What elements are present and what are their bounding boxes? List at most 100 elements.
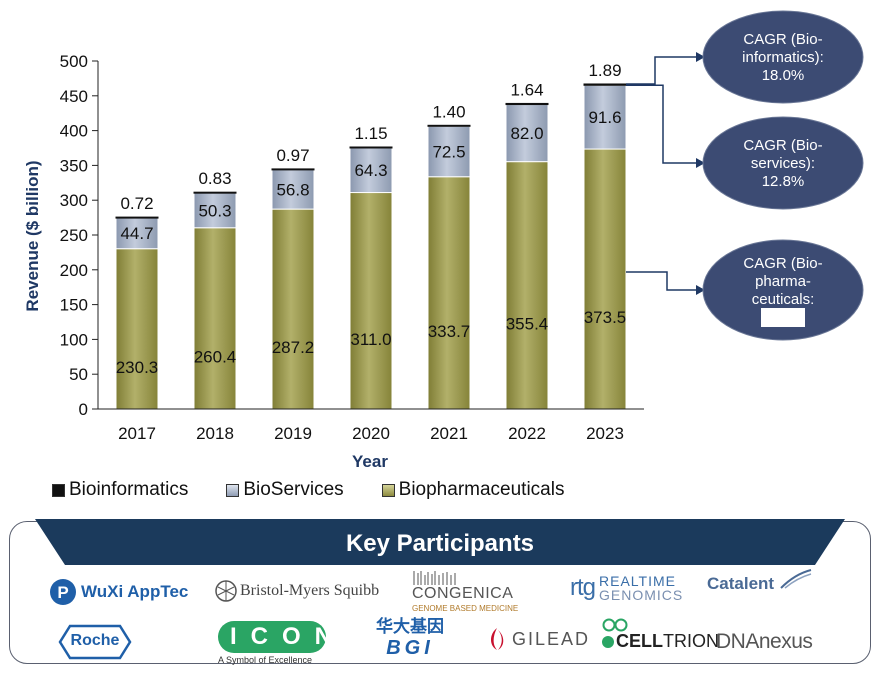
value-label-bioinformatics: 0.72 xyxy=(120,194,153,213)
y-tick-label: 200 xyxy=(60,261,88,280)
cagr-bioinformatics-connector xyxy=(626,56,699,85)
bms-text: Bristol-Myers Squibb xyxy=(240,582,380,599)
gilead-text: GILEAD xyxy=(512,628,591,649)
cagr-bioinformatics-text: 18.0% xyxy=(762,67,805,84)
y-tick-label: 400 xyxy=(60,122,88,141)
cagr-bioservices-bubble xyxy=(702,116,864,210)
icon-tagline: A Symbol of Excellence xyxy=(218,655,313,665)
cagr-biopharmaceuticals-connector xyxy=(626,271,699,291)
wuxi-text: WuXi AppTec xyxy=(81,582,189,601)
bar-biopharmaceuticals-2023 xyxy=(583,148,627,410)
logo-wuxi-apptec: P WuXi AppTec xyxy=(48,577,188,607)
y-axis: 0 50 100 150 200 250 300 350 400 450 500 xyxy=(60,52,99,419)
bar-bioinformatics-2019 xyxy=(271,168,315,171)
celltrion-mark-icon xyxy=(602,618,628,632)
bar-bioinformatics-2022 xyxy=(505,102,549,106)
x-tick-label: 2022 xyxy=(508,424,546,443)
logo-catalent: Catalent xyxy=(707,569,812,594)
value-label-biopharmaceuticals: 260.4 xyxy=(194,347,237,366)
legend-label-bioservices: BioServices xyxy=(243,479,344,500)
bar-bioinformatics-2017 xyxy=(115,216,159,219)
legend-label-bioinformatics: Bioinformatics xyxy=(69,479,189,500)
dnanexus-text: DNAnexus xyxy=(716,630,813,653)
value-label-bioinformatics: 0.83 xyxy=(198,169,231,188)
cagr-bioservices-text: CAGR (Bio- xyxy=(743,137,822,154)
bar-biopharmaceuticals-2020 xyxy=(349,192,393,410)
legend-item-bioservices: BioServices xyxy=(226,479,344,501)
y-tick-label: 150 xyxy=(60,296,88,315)
value-label-biopharmaceuticals: 355.4 xyxy=(506,314,549,333)
value-label-bioservices: 64.3 xyxy=(354,161,387,180)
bgi-chinese-text: 华大基因 xyxy=(376,617,444,636)
key-participants-title: Key Participants xyxy=(345,530,535,557)
cagr-bioinformatics-text: CAGR (Bio- xyxy=(743,31,822,48)
y-tick-label: 300 xyxy=(60,191,88,210)
x-axis: 2017 2018 2019 2020 2021 2022 2023 xyxy=(98,408,644,443)
y-tick-label: 100 xyxy=(60,330,88,349)
cagr-callouts: CAGR (Bio-informatics):18.0% CAGR (Bio-se… xyxy=(626,10,864,341)
x-tick-label: 2017 xyxy=(118,424,156,443)
celltrion-wordmark: CELL TRION xyxy=(602,631,719,652)
legend-swatch-bioservices xyxy=(226,483,240,497)
y-tick-label: 50 xyxy=(69,365,88,384)
wuxi-mark-icon: P xyxy=(50,579,76,605)
catalent-swoosh-icon xyxy=(780,569,812,589)
congenica-text: CONGENICA xyxy=(412,585,514,602)
bms-mark-icon xyxy=(215,580,237,602)
roche-hexagon-icon xyxy=(58,624,132,660)
value-label-bioinformatics: 0.97 xyxy=(276,146,309,165)
celltrion-dot-icon xyxy=(602,635,614,648)
cagr-bioinformatics-text: informatics): xyxy=(742,49,824,66)
cagr-bioservices-text: 12.8% xyxy=(762,173,805,190)
logo-bgi: 华大基因 BGI xyxy=(376,617,444,659)
cagr-biopharmaceuticals-text: ceuticals: xyxy=(752,291,815,308)
legend-item-bioinformatics: Bioinformatics xyxy=(52,479,188,501)
congenica-barcode-icon xyxy=(413,571,456,585)
x-tick-label: 2021 xyxy=(430,424,468,443)
value-label-biopharmaceuticals: 230.3 xyxy=(116,358,159,377)
logo-roche: Roche xyxy=(58,624,132,665)
cagr-bioservices-arrow-icon xyxy=(696,158,705,168)
rtg-wordmark: REALTIME GENOMICS xyxy=(599,574,683,602)
y-tick-label: 0 xyxy=(79,400,88,419)
value-label-bioinformatics: 1.40 xyxy=(432,102,465,121)
svg-text:P: P xyxy=(57,583,68,602)
x-tick-label: 2018 xyxy=(196,424,234,443)
bar-bioservices-2021 xyxy=(427,125,471,178)
value-label-bioservices: 91.6 xyxy=(588,108,621,127)
x-tick-label: 2019 xyxy=(274,424,312,443)
cagr-biopharmaceuticals-text: pharma- xyxy=(755,273,811,290)
value-label-bioinformatics: 1.64 xyxy=(510,80,543,99)
logo-celltrion: CELL TRION xyxy=(602,617,719,651)
value-label-biopharmaceuticals: 287.2 xyxy=(272,338,315,357)
legend-item-biopharmaceuticals: Biopharmaceuticals xyxy=(381,479,564,501)
cagr-biopharmaceuticals-text: CAGR (Bio- xyxy=(743,255,822,272)
bar-biopharmaceuticals-2019 xyxy=(271,208,315,410)
cagr-bioinformatics-bubble xyxy=(702,10,864,104)
y-tick-label: 450 xyxy=(60,87,88,106)
logo-gilead: GILEAD xyxy=(486,626,590,652)
x-tick-label: 2020 xyxy=(352,424,390,443)
bar-bioinformatics-2018 xyxy=(193,191,237,194)
bars: 230.3 44.7 0.72 260.4 50.3 0.83 287.2 56.8 0.97 3… xyxy=(115,61,627,410)
x-axis-title: Year xyxy=(352,452,388,471)
bar-bioinformatics-2020 xyxy=(349,146,393,149)
value-label-bioservices: 50.3 xyxy=(198,201,231,220)
legend: Bioinformatics BioServices Biopharmaceut… xyxy=(52,479,602,501)
legend-swatch-bioinformatics xyxy=(52,483,65,497)
value-label-bioservices: 82.0 xyxy=(510,124,543,143)
bgi-text: BGI xyxy=(386,637,434,659)
bar-bioservices-2023 xyxy=(583,84,627,150)
y-axis-title: Revenue ($ billion) xyxy=(23,160,42,311)
catalent-text: Catalent xyxy=(707,574,775,593)
logo-icon: ICON A Symbol of Excellence xyxy=(218,621,332,665)
value-label-biopharmaceuticals: 373.5 xyxy=(584,308,627,327)
y-tick-label: 350 xyxy=(60,156,88,175)
x-tick-label: 2023 xyxy=(586,424,624,443)
key-participants-banner xyxy=(35,519,845,565)
cagr-bioservices-connector xyxy=(626,84,699,164)
bar-biopharmaceuticals-2018 xyxy=(193,227,237,410)
cagr-biopharmaceuticals-bubble xyxy=(702,239,864,341)
cagr-biopharmaceuticals-text: 8.4% xyxy=(766,309,800,326)
bar-biopharmaceuticals-2017 xyxy=(115,248,159,410)
